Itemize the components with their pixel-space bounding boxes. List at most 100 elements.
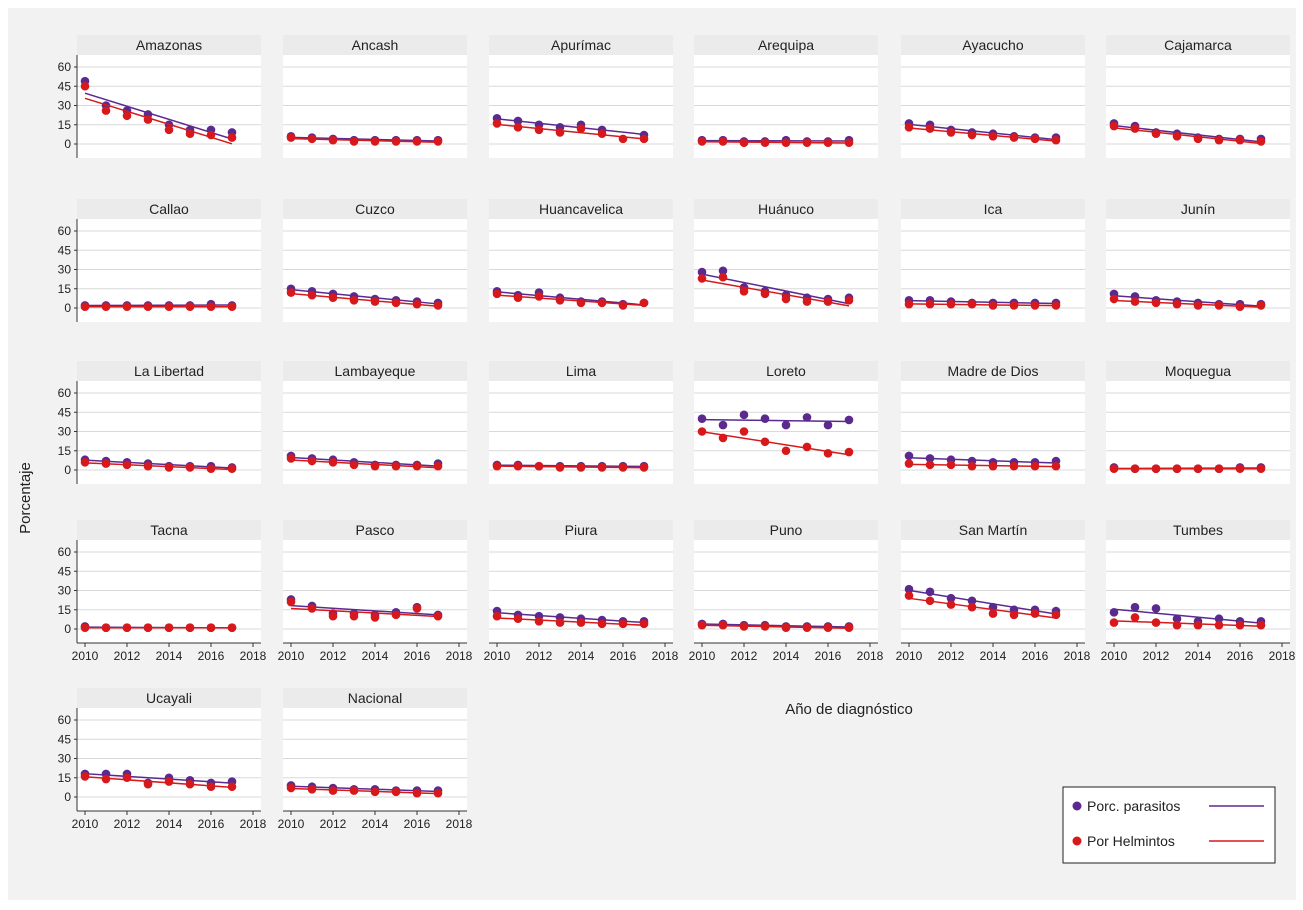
point-helmintos <box>1173 621 1182 630</box>
x-tick-label: 2018 <box>240 817 267 831</box>
x-tick-label: 2014 <box>980 649 1007 663</box>
point-helmintos <box>1257 137 1266 146</box>
facet-title: Ucayali <box>146 690 192 706</box>
x-tick-label: 2010 <box>72 817 99 831</box>
x-tick-label: 2012 <box>731 649 758 663</box>
point-helmintos <box>350 612 359 621</box>
point-helmintos <box>905 123 914 132</box>
x-tick-label: 2014 <box>156 817 183 831</box>
point-helmintos <box>1194 621 1203 630</box>
y-tick-label: 60 <box>58 713 72 727</box>
point-parasitos <box>698 414 707 423</box>
point-helmintos <box>535 126 544 135</box>
x-tick-label: 2012 <box>320 649 347 663</box>
point-helmintos <box>803 443 812 452</box>
facet-title: Lima <box>566 363 597 379</box>
point-helmintos <box>308 604 317 613</box>
x-tick-label: 2010 <box>72 649 99 663</box>
facet-panel: Ica <box>901 199 1085 322</box>
y-tick-label: 30 <box>58 425 72 439</box>
x-tick-label: 2012 <box>320 817 347 831</box>
x-tick-label: 2018 <box>857 649 884 663</box>
point-helmintos <box>535 292 544 301</box>
x-axis-title: Año de diagnóstico <box>785 701 913 718</box>
facet-panel: Huánuco <box>694 199 878 322</box>
point-helmintos <box>556 128 565 137</box>
x-tick-label: 2018 <box>652 649 679 663</box>
point-helmintos <box>1110 295 1119 304</box>
legend-label-helmintos: Por Helmintos <box>1087 833 1175 849</box>
facet-title: Arequipa <box>758 37 814 53</box>
y-tick-label: 45 <box>58 243 72 257</box>
point-parasitos <box>719 421 728 430</box>
point-helmintos <box>1131 613 1140 622</box>
point-helmintos <box>577 299 586 308</box>
point-helmintos <box>287 454 296 463</box>
point-helmintos <box>287 598 296 607</box>
facet-title: Cajamarca <box>1164 37 1232 53</box>
x-tick-label: 2010 <box>484 649 511 663</box>
x-tick-label: 2010 <box>1101 649 1128 663</box>
point-helmintos <box>493 119 502 128</box>
point-helmintos <box>371 613 380 622</box>
facet-panel: Moquegua <box>1106 361 1290 484</box>
facet-panel: Lambayeque <box>283 361 467 484</box>
facet-panel: Ayacucho <box>901 35 1085 158</box>
point-parasitos <box>845 416 854 425</box>
facet-title: Tacna <box>150 522 188 538</box>
x-tick-label: 2016 <box>1022 649 1049 663</box>
facet-title: Lambayeque <box>335 363 416 379</box>
x-tick-label: 2014 <box>156 649 183 663</box>
y-tick-label: 15 <box>58 603 72 617</box>
facet-plot-area <box>283 540 467 643</box>
point-helmintos <box>165 777 174 786</box>
point-helmintos <box>1031 609 1040 618</box>
x-tick-label: 2018 <box>240 649 267 663</box>
point-helmintos <box>1236 136 1245 145</box>
facet-panel: Huancavelica <box>489 199 673 322</box>
facet-title: Junín <box>1181 201 1215 217</box>
y-tick-label: 0 <box>64 463 71 477</box>
point-helmintos <box>287 288 296 297</box>
x-tick-label: 2012 <box>526 649 553 663</box>
facet-panel: Apurímac <box>489 35 673 158</box>
x-tick-label: 2016 <box>815 649 842 663</box>
facet-title: Madre de Dios <box>947 363 1038 379</box>
y-tick-label: 0 <box>64 137 71 151</box>
y-tick-label: 0 <box>64 301 71 315</box>
x-tick-label: 2016 <box>198 649 225 663</box>
point-helmintos <box>1110 122 1119 131</box>
facet-title: Ica <box>984 201 1003 217</box>
point-helmintos <box>350 296 359 305</box>
point-helmintos <box>698 274 707 283</box>
y-tick-label: 60 <box>58 224 72 238</box>
x-tick-label: 2016 <box>404 649 431 663</box>
facet-title: Nacional <box>348 690 402 706</box>
x-tick-label: 2014 <box>1185 649 1212 663</box>
x-tick-label: 2012 <box>114 649 141 663</box>
point-helmintos <box>102 106 111 115</box>
y-axis-title: Porcentaje <box>17 462 34 534</box>
x-tick-label: 2012 <box>1143 649 1170 663</box>
x-tick-label: 2010 <box>278 649 305 663</box>
x-tick-label: 2016 <box>1227 649 1254 663</box>
y-tick-label: 15 <box>58 118 72 132</box>
point-helmintos <box>81 82 90 91</box>
point-helmintos <box>1194 301 1203 310</box>
point-helmintos <box>640 620 649 629</box>
x-tick-label: 2012 <box>938 649 965 663</box>
facet-title: Tumbes <box>1173 522 1223 538</box>
facet-panel: Loreto <box>694 361 878 484</box>
point-helmintos <box>329 612 338 621</box>
facet-title: La Libertad <box>134 363 204 379</box>
y-tick-label: 0 <box>64 622 71 636</box>
y-tick-label: 60 <box>58 545 72 559</box>
x-tick-label: 2018 <box>1064 649 1091 663</box>
point-helmintos <box>845 296 854 305</box>
facet-panel: Madre de Dios <box>901 361 1085 484</box>
